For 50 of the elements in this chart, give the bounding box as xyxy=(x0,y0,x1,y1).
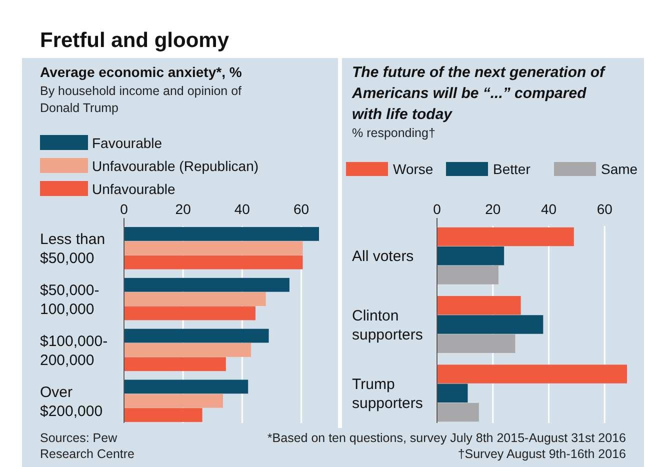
y-tick-label: All voters xyxy=(352,248,414,265)
bar xyxy=(437,315,544,334)
bar xyxy=(124,227,319,241)
bar xyxy=(437,402,479,422)
bar xyxy=(124,394,223,408)
bar xyxy=(124,408,202,422)
bar xyxy=(437,227,574,246)
bar xyxy=(124,241,303,256)
bar xyxy=(124,292,266,306)
bar xyxy=(437,334,516,353)
source-note: Sources: Pew Research Centre xyxy=(40,431,135,461)
y-tick-label: Trump supporters xyxy=(352,376,423,412)
legend-label: Unfavourable (Republican) xyxy=(92,158,259,174)
bar xyxy=(124,306,256,320)
bar xyxy=(124,343,252,357)
bar xyxy=(124,328,269,343)
bar xyxy=(437,296,521,315)
legend-label: Favourable xyxy=(92,135,162,151)
x-tick-label: 20 xyxy=(175,201,192,217)
chart-title: Average economic anxiety*, % xyxy=(40,64,242,80)
x-tick-label: 40 xyxy=(540,201,557,217)
legend-label: Unfavourable xyxy=(92,181,176,197)
y-tick-label: Clinton supporters xyxy=(352,308,423,344)
text: *Based on ten questions, survey July 8th 2015-August 31st 2016 xyxy=(267,431,626,445)
bar xyxy=(437,266,498,284)
legend-label: Same xyxy=(601,161,638,177)
legend-label: Better xyxy=(493,161,531,177)
x-tick-label: 0 xyxy=(120,201,128,217)
chart-subtitle: By household income and opinion of Donald Trump xyxy=(40,84,242,115)
text: Fretful and gloomy xyxy=(40,29,230,52)
y-tick-label: Less than $50,000 xyxy=(40,231,106,268)
chart-title: The future of the next generation of Americans will be “...” compared with life today xyxy=(351,64,607,123)
bar xyxy=(124,255,303,270)
bar xyxy=(124,278,290,292)
bar xyxy=(437,364,627,384)
bar xyxy=(437,384,468,403)
y-tick-label: $100,000-200,000 xyxy=(40,332,108,369)
x-tick-label: 60 xyxy=(596,201,613,217)
bar xyxy=(124,380,248,394)
x-tick-label: 60 xyxy=(293,201,310,217)
chart-subtitle: % responding† xyxy=(352,126,436,140)
text: †Survey August 9th-16th 2016 xyxy=(458,447,626,461)
x-tick-label: 20 xyxy=(485,201,501,217)
x-tick-label: 40 xyxy=(234,201,250,217)
bar xyxy=(437,246,504,266)
y-tick-label: $50,000-100,000 xyxy=(40,282,100,318)
bar xyxy=(124,357,226,372)
x-tick-label: 0 xyxy=(433,201,442,217)
legend-label: Worse xyxy=(393,161,434,177)
y-tick-label: Over $200,000 xyxy=(40,384,103,420)
